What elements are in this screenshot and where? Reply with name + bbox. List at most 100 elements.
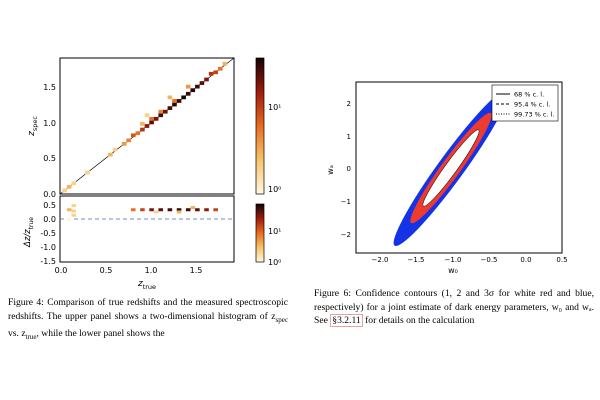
lower-ytick-label: -1.0 — [40, 243, 56, 252]
heatmap-cell — [144, 113, 150, 118]
legend: 68 % c. l. 95.4 % c. l. 99.73 % c. l. — [491, 84, 559, 122]
lower-colorbar — [255, 203, 265, 263]
figure-6-caption: Figure 6: Confidence contours (1, 2 and … — [314, 287, 594, 328]
heatmap-cell — [199, 81, 205, 85]
contour-xtick-label: −2.0 — [372, 256, 389, 264]
figure-4-caption-text3: , while the lower panel shows the — [36, 328, 165, 340]
figure-4: 0.0 0.5 1.0 1.5 zspec 10¹ 10⁰ 0.5 0.0 -0… — [23, 57, 281, 290]
heatmap-cell — [140, 121, 145, 126]
caption-true-sub: true — [25, 333, 37, 341]
lower-panel-frame — [59, 195, 235, 263]
xtick-label: 1.5 — [190, 266, 203, 275]
lower-ytick-label: 0.5 — [43, 201, 56, 210]
heatmap-cell — [204, 208, 209, 212]
heatmap-cell — [185, 84, 191, 89]
heatmap-cell — [130, 208, 136, 212]
figure-6-caption-text2: for details on the calculation — [365, 315, 475, 327]
heatmap-cell — [167, 208, 173, 212]
heatmap-cell — [185, 91, 191, 96]
xtick-label: 0.0 — [55, 266, 68, 275]
xticks: 0.0 0.5 1.0 1.5 — [55, 266, 203, 275]
contour-xticks: −2.0 −1.5 −1.0 −0.5 0.0 0.5 — [372, 256, 568, 264]
legend-label: 99.73 % c. l. — [514, 111, 555, 119]
figure-4-caption: Figure 4: Comparison of true redshifts a… — [8, 296, 288, 345]
contour-group — [393, 89, 509, 247]
contour-ylabel: wₐ — [326, 165, 335, 175]
heatmap-cell — [158, 109, 164, 114]
heatmap-cell — [144, 124, 150, 128]
contour-1sigma — [422, 129, 480, 207]
upper-cbar-tick-label: 10⁰ — [268, 185, 281, 194]
figure-4-caption-label: Figure 4: — [8, 297, 44, 308]
upper-ytick-label: 0.5 — [43, 154, 56, 163]
contour-xlabel: w₀ — [448, 266, 458, 275]
heatmap-cell — [153, 210, 159, 214]
upper-ytick-label: 1.5 — [43, 83, 56, 92]
heatmap-cell — [71, 209, 77, 213]
xlabel: ztrue — [137, 279, 156, 290]
contour-ytick-label: 0 — [347, 165, 351, 173]
lower-yticks: 0.5 0.0 -0.5 -1.0 -1.5 — [40, 201, 56, 266]
heatmap-cell — [71, 213, 77, 217]
heatmap-cell — [195, 84, 200, 89]
figure-6-caption-label: Figure 6: — [314, 288, 351, 299]
heatmap-cell — [158, 113, 164, 118]
heatmap-cell — [66, 184, 72, 189]
heatmap-cell — [153, 116, 159, 121]
upper-colorbar — [255, 57, 265, 195]
heatmap-cell — [195, 208, 200, 212]
upper-ylabel: zspec — [27, 116, 39, 137]
xlabel-sub: true — [143, 283, 156, 290]
heatmap-cell — [71, 204, 77, 208]
heatmap-cell — [140, 208, 145, 212]
heatmap-cell — [158, 208, 164, 212]
figure-4-caption-text: Comparison of true redshifts and the mea… — [8, 297, 288, 322]
heatmap-cell — [204, 77, 209, 82]
heatmap-cell — [126, 138, 131, 143]
caption-spec-sub: spec — [275, 315, 288, 324]
contour-xtick-label: −1.0 — [445, 256, 462, 264]
lower-heatmap-cells — [66, 204, 218, 221]
heatmap-cell — [176, 210, 182, 214]
upper-cbar-tick-label: 10¹ — [268, 103, 281, 112]
xtick-label: 1.0 — [145, 266, 158, 275]
heatmap-cell — [213, 70, 218, 75]
heatmap-cell — [222, 61, 228, 66]
heatmap-cell — [190, 88, 196, 93]
contour-ytick-label: −2 — [341, 231, 351, 239]
upper-ytick-label: 0.0 — [43, 190, 56, 199]
upper-yticks: 0.0 0.5 1.0 1.5 — [43, 83, 56, 199]
contour-xtick-label: −1.5 — [408, 256, 425, 264]
heatmap-cell — [71, 181, 77, 186]
heatmap-cell — [190, 206, 196, 210]
heatmap-cell — [176, 99, 182, 103]
heatmap-cell — [66, 217, 72, 221]
xlabel-main: z — [137, 279, 143, 289]
lower-cbar-tick-label: 10⁰ — [268, 258, 281, 267]
heatmap-cell — [172, 102, 177, 107]
heatmap-cell — [167, 106, 173, 110]
heatmap-cell — [112, 147, 118, 152]
heatmap-cell — [135, 131, 141, 136]
heatmap-cell — [176, 208, 182, 212]
heatmap-cell — [85, 170, 90, 175]
lower-ytick-label: 0.0 — [43, 215, 56, 224]
lower-ytick-label: -1.5 — [40, 257, 56, 266]
heatmap-cell — [130, 133, 136, 138]
heatmap-cell — [121, 142, 127, 146]
upper-ylabel-sub: spec — [31, 116, 39, 132]
heatmap-cell — [167, 95, 173, 100]
contour-yticks: 2 1 0 −1 −2 — [341, 100, 351, 239]
section-reference-link[interactable]: §3.2.11 — [330, 314, 363, 328]
heatmap-cell — [163, 109, 168, 114]
heatmap-cell — [208, 71, 214, 76]
heatmap-cell — [149, 120, 154, 125]
lower-cbar-tick-label: 10¹ — [268, 227, 281, 236]
xtick-label: 0.5 — [100, 266, 113, 275]
legend-box — [491, 84, 559, 122]
heatmap-cell — [149, 116, 154, 121]
lower-ylabel: Δz/ztrue — [23, 217, 35, 248]
upper-ylabel-main: z — [27, 131, 37, 137]
figure-6-caption-text: Confidence contours (1, 2 and 3σ for whi… — [314, 288, 594, 327]
lower-ylabel-main: Δz/z — [23, 229, 33, 248]
